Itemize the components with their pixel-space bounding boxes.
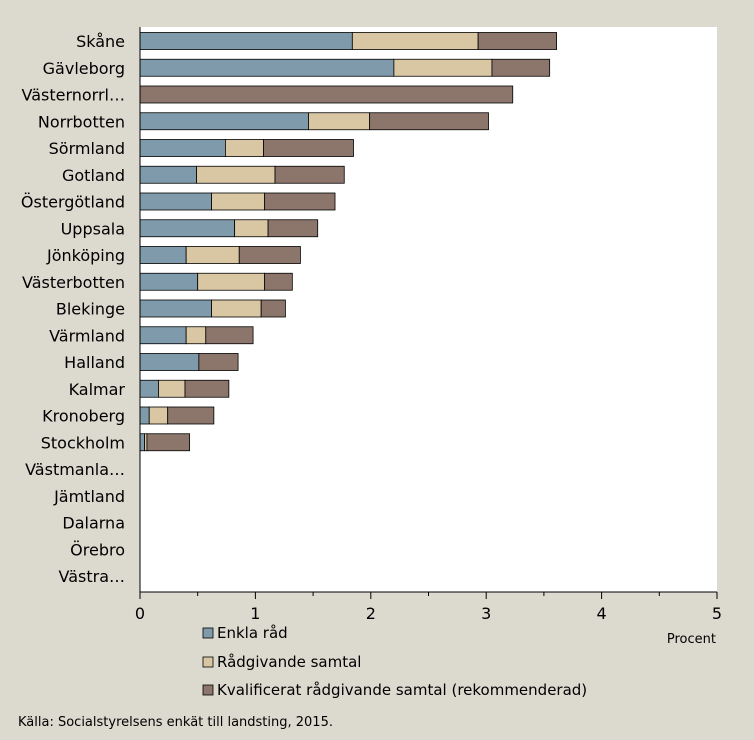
- category-label: Norrbotten: [38, 112, 125, 131]
- bar-9-series-2: [185, 246, 240, 264]
- bar-6-series-3: [274, 165, 345, 184]
- category-label: Västmanla…: [25, 460, 125, 479]
- x-tick-label: 0: [135, 604, 145, 623]
- bar-14-series-3: [184, 379, 230, 398]
- category-label: Sörmland: [49, 139, 125, 158]
- bar-2-series-1: [139, 58, 395, 77]
- bar-10-series-1: [139, 272, 199, 291]
- category-label: Blekinge: [56, 300, 125, 319]
- category-label: Uppsala: [61, 219, 125, 238]
- x-tick-label: 1: [250, 604, 260, 623]
- bar-10-series-2: [197, 272, 266, 291]
- bar-7-series-1: [139, 192, 212, 211]
- bar-6-series-1: [139, 165, 197, 184]
- category-label: Jämtland: [53, 487, 125, 506]
- bar-15-series-1: [139, 406, 150, 425]
- legend-swatch-2: [202, 656, 214, 668]
- bar-7-series-2: [211, 192, 266, 211]
- bar-10-series-3: [264, 272, 293, 291]
- category-label: Stockholm: [41, 433, 125, 452]
- bar-9-series-3: [238, 246, 301, 264]
- x-axis-unit-label: Procent: [667, 632, 716, 647]
- category-label: Skåne: [76, 32, 125, 51]
- bar-1-series-2: [351, 32, 479, 50]
- category-label: Örebro: [70, 540, 125, 559]
- legend-label-3: Kvalificerat rådgivande samtal (rekommen…: [217, 681, 587, 699]
- category-label: Gävleborg: [43, 59, 125, 78]
- bar-1-series-3: [477, 32, 557, 50]
- bar-4-series-2: [308, 112, 371, 131]
- bar-11-series-3: [260, 299, 286, 318]
- bar-8-series-1: [139, 219, 236, 238]
- bar-8-series-3: [267, 219, 319, 238]
- bar-4-series-1: [139, 112, 309, 131]
- legend-label-1: Enkla råd: [217, 624, 288, 642]
- category-label: Kalmar: [69, 380, 126, 399]
- category-label: Dalarna: [62, 514, 125, 533]
- legend-swatch-3: [202, 684, 214, 696]
- bar-16-series-1: [139, 433, 146, 452]
- category-label: Västernorrl…: [21, 86, 125, 105]
- x-tick-label: 2: [366, 604, 376, 623]
- category-label: Västra…: [59, 567, 126, 586]
- category-label: Östergötland: [21, 193, 125, 212]
- bar-6-series-2: [196, 165, 276, 184]
- bar-11-series-2: [211, 299, 262, 318]
- bar-15-series-2: [148, 406, 169, 425]
- bar-16-series-3: [146, 433, 191, 452]
- bar-4-series-3: [369, 112, 489, 131]
- bar-12-series-1: [139, 326, 187, 345]
- bar-2-series-2: [393, 58, 493, 77]
- legend-swatch-1: [202, 627, 214, 639]
- bar-15-series-3: [167, 406, 215, 425]
- bar-14-series-1: [139, 379, 159, 398]
- bar-11-series-1: [139, 299, 212, 318]
- category-label: Gotland: [62, 166, 125, 185]
- bar-12-series-3: [205, 326, 254, 345]
- bar-2-series-3: [491, 58, 551, 77]
- bar-3-series-3: [139, 85, 514, 104]
- bar-5-series-2: [224, 139, 264, 157]
- bar-8-series-2: [234, 219, 269, 238]
- bar-9-series-1: [139, 246, 187, 264]
- legend-label-2: Rådgivande samtal: [217, 653, 361, 671]
- bar-5-series-3: [263, 139, 354, 157]
- bar-5-series-1: [139, 139, 226, 157]
- bar-13-series-3: [198, 353, 239, 371]
- x-tick-label: 5: [712, 604, 722, 623]
- category-label: Halland: [64, 353, 125, 372]
- bar-12-series-2: [185, 326, 207, 345]
- bar-13-series-1: [139, 353, 200, 371]
- bar-14-series-2: [158, 379, 186, 398]
- bar-1-series-1: [139, 32, 353, 50]
- category-label: Jönköping: [46, 246, 125, 265]
- x-tick-label: 3: [481, 604, 491, 623]
- source-note: Källa: Socialstyrelsens enkät till lands…: [18, 715, 333, 730]
- bar-7-series-3: [264, 192, 336, 211]
- category-label: Värmland: [49, 326, 125, 345]
- category-label: Västerbotten: [22, 273, 125, 292]
- x-tick-label: 4: [597, 604, 607, 623]
- category-label: Kronoberg: [42, 407, 125, 426]
